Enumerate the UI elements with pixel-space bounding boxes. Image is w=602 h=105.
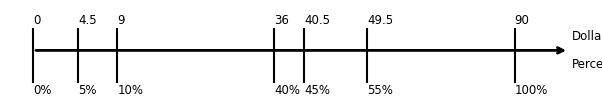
Text: 55%: 55% <box>367 84 393 97</box>
Text: 90: 90 <box>515 14 530 27</box>
Text: 4.5: 4.5 <box>78 14 97 27</box>
Text: 9: 9 <box>117 14 125 27</box>
Text: 5%: 5% <box>78 84 97 97</box>
Text: 45%: 45% <box>304 84 330 97</box>
Text: 40.5: 40.5 <box>304 14 330 27</box>
Text: 0%: 0% <box>33 84 52 97</box>
Text: 36: 36 <box>274 14 289 27</box>
Text: Percentage: Percentage <box>572 58 602 71</box>
Text: 100%: 100% <box>515 84 548 97</box>
Text: 0: 0 <box>33 14 40 27</box>
Text: 49.5: 49.5 <box>367 14 393 27</box>
Text: 10%: 10% <box>117 84 143 97</box>
Text: 40%: 40% <box>274 84 300 97</box>
Text: Dollars: Dollars <box>572 30 602 43</box>
